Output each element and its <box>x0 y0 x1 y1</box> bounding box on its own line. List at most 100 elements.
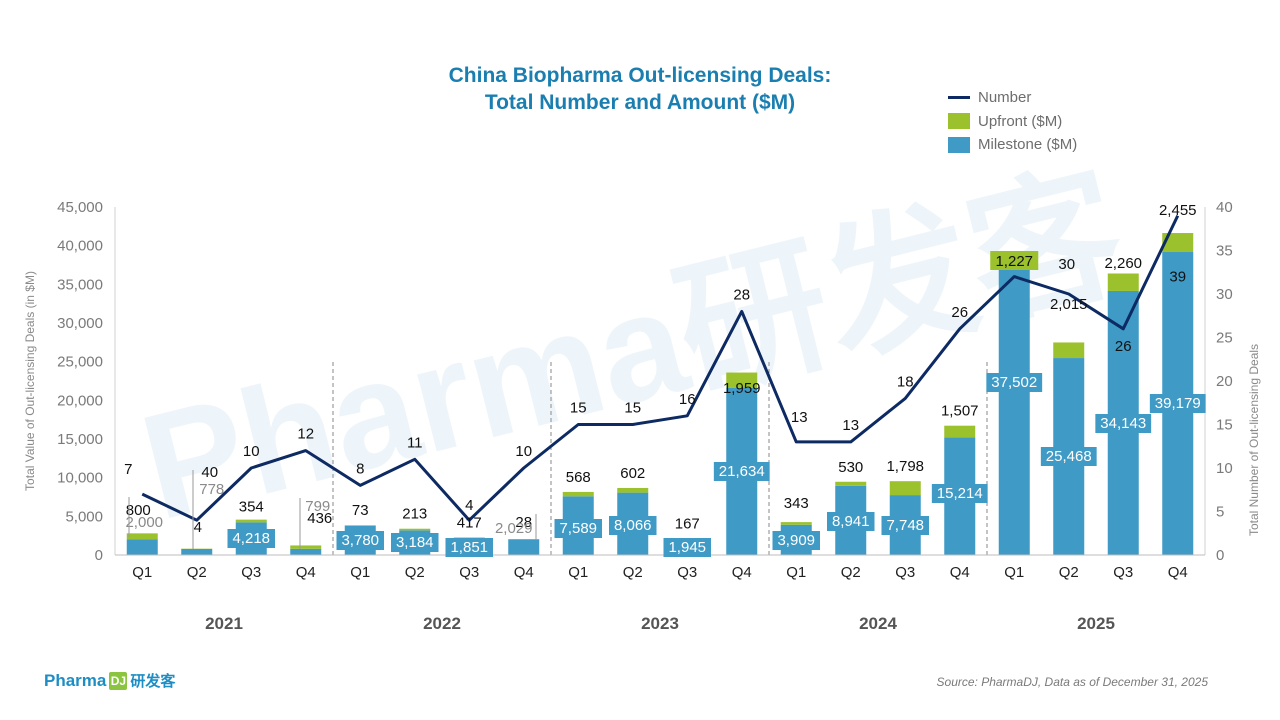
y2-tick-label: 10 <box>1216 460 1233 477</box>
y-tick-label: 45,000 <box>57 199 103 216</box>
number-line <box>141 215 1180 522</box>
milestone-label: 21,634 <box>719 463 765 480</box>
milestone-label: 8,066 <box>614 517 652 534</box>
y-tick-label: 0 <box>95 547 103 564</box>
milestone-label: 1,851 <box>450 539 488 556</box>
number-label: 13 <box>791 409 808 426</box>
upfront-label: 436 <box>307 510 332 527</box>
milestone-bar <box>508 539 540 555</box>
milestone-label-bg <box>986 373 1043 392</box>
upfront-label: 417 <box>457 514 482 531</box>
number-label: 28 <box>733 286 750 303</box>
upfront-bar <box>726 372 758 388</box>
number-label: 39 <box>1169 269 1186 286</box>
upfront-label: 343 <box>784 495 809 512</box>
x-tick-label: Q2 <box>405 564 425 581</box>
number-label: 4 <box>194 519 202 536</box>
upfront-label: 1,227 <box>995 253 1033 270</box>
chart-title: China Biopharma Out-licensing Deals: Tot… <box>340 62 940 116</box>
x-tick-label: Q1 <box>132 564 152 581</box>
x-tick-label: Q2 <box>623 564 643 581</box>
x-tick-label: Q3 <box>895 564 915 581</box>
y-tick-label: 20,000 <box>57 392 103 409</box>
upfront-label: 213 <box>402 506 427 523</box>
number-label: 26 <box>1115 338 1132 355</box>
milestone-label: 37,502 <box>991 374 1037 391</box>
number-label: 8 <box>356 460 364 477</box>
legend-line-swatch <box>948 96 970 100</box>
milestone-label: 1,945 <box>668 539 706 556</box>
upfront-label: 530 <box>838 459 863 476</box>
y2-tick-label: 40 <box>1216 199 1233 216</box>
legend-label-number: Number <box>978 89 1032 107</box>
y-tick-label: 25,000 <box>57 354 103 371</box>
upfront-label: 1,798 <box>886 458 924 475</box>
upfront-label: 568 <box>566 469 591 486</box>
upfront-label: 28 <box>515 514 532 531</box>
y2-tick-label: 20 <box>1216 373 1233 390</box>
x-tick-label: Q1 <box>1004 564 1024 581</box>
legend-item-number: Number <box>948 86 1077 110</box>
milestone-label: 39,179 <box>1155 395 1201 412</box>
upfront-bar <box>126 533 158 540</box>
number-label: 30 <box>1058 256 1075 273</box>
title-line-1: China Biopharma Out-licensing Deals: <box>448 64 832 87</box>
y2-tick-label: 30 <box>1216 286 1233 303</box>
x-tick-label: Q3 <box>677 564 697 581</box>
milestone-bar <box>998 264 1030 555</box>
milestone-bar <box>290 548 322 555</box>
upfront-label: 1,959 <box>723 380 761 397</box>
milestone-label: 2,029 <box>495 520 533 537</box>
y-tick-label: 40,000 <box>57 238 103 255</box>
y-tick-label: 10,000 <box>57 470 103 487</box>
milestone-label: 34,143 <box>1100 415 1146 432</box>
upfront-bar <box>562 491 594 497</box>
milestone-label-bg <box>609 516 657 535</box>
milestone-label: 25,468 <box>1046 448 1092 465</box>
legend-item-upfront: Upfront ($M) <box>948 110 1077 134</box>
upfront-label: 167 <box>675 516 700 533</box>
brand-logo: Pharma DJ 研发客 <box>44 670 175 691</box>
milestone-label: 3,184 <box>396 534 434 551</box>
upfront-bar <box>617 487 649 493</box>
milestone-label-bg <box>391 533 439 552</box>
milestone-label-bg <box>1040 447 1097 466</box>
y-tick-label: 5,000 <box>65 508 103 525</box>
milestone-label-bg <box>663 538 711 557</box>
upfront-label: 2,260 <box>1104 255 1142 272</box>
brand-chinese-name: 研发客 <box>130 673 176 690</box>
x-tick-label: Q2 <box>187 564 207 581</box>
y2-tick-label: 15 <box>1216 417 1233 434</box>
milestone-label-bg <box>772 531 820 550</box>
upfront-bar <box>835 481 867 486</box>
milestone-label: 8,941 <box>832 513 870 530</box>
milestone-label: 4,218 <box>232 530 270 547</box>
milestone-label: 7,748 <box>886 517 924 534</box>
year-label: 2024 <box>859 614 897 633</box>
x-tick-label: Q2 <box>841 564 861 581</box>
x-tick-label: Q4 <box>1168 564 1188 581</box>
year-label: 2021 <box>205 614 243 633</box>
x-tick-label: Q3 <box>459 564 479 581</box>
number-label: 10 <box>515 443 532 460</box>
upfront-bar <box>780 522 812 525</box>
y2-tick-label: 35 <box>1216 243 1233 260</box>
milestone-label-bg <box>1095 414 1152 433</box>
x-tick-label: Q4 <box>514 564 534 581</box>
milestone-label-bg <box>881 516 929 535</box>
upfront-label: 800 <box>126 502 151 519</box>
brand-dj-box: DJ <box>109 671 128 690</box>
legend-item-milestone: Milestone ($M) <box>948 133 1077 157</box>
number-label: 13 <box>842 417 859 434</box>
milestone-label-bg <box>931 484 988 503</box>
x-tick-label: Q4 <box>950 564 970 581</box>
number-label: 15 <box>624 400 641 417</box>
y2-tick-label: 5 <box>1216 504 1224 521</box>
upfront-label: 73 <box>352 502 369 519</box>
upfront-bar <box>290 545 322 549</box>
upfront-label-bg <box>990 251 1039 270</box>
y2-axis-title: Total Number of Out-licensing Deals <box>1247 344 1261 536</box>
milestone-label-bg <box>1149 394 1206 413</box>
legend-label-milestone: Milestone ($M) <box>978 136 1078 154</box>
